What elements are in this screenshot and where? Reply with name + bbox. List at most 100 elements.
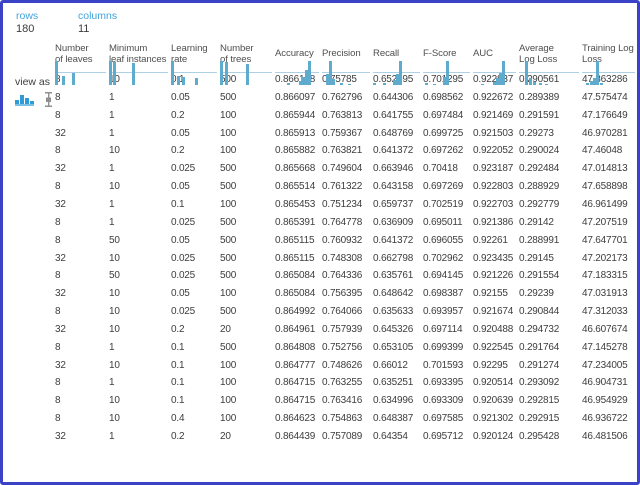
histogram-view-button[interactable] [15,93,35,106]
table-cell: 47.207519 [582,216,628,228]
table-cell: 0.652595 [373,71,420,89]
table-cell: 32 [55,323,66,335]
table-cell: 0.025 [171,252,196,264]
column-histogram[interactable] [109,53,168,88]
table-cell: 0.659737 [373,199,414,211]
table-cell: 32 [55,359,66,371]
table-cell: 47.234005 [582,359,628,371]
table-cell: 500 [220,216,237,228]
column-header[interactable]: Number of leaves [55,35,106,73]
table-cell: 0.864439 [275,430,316,442]
table-cell: 0.645326 [373,323,414,335]
column-histogram[interactable] [55,53,106,88]
column-histogram[interactable] [171,53,217,88]
table-cell: 0.760932 [322,234,363,246]
table-cell: 0.694145 [423,270,464,282]
column-header[interactable]: Average Log Loss [519,35,579,73]
table-cell: 8 [55,341,61,353]
column-header[interactable]: Accuracy [275,35,319,73]
table-cell: 500 [220,341,237,353]
column-header[interactable]: Learning rate [171,35,217,73]
table-cell: 0.922803 [473,181,514,193]
table-cell: 0.291554 [519,270,560,282]
table-cell: 10 [109,359,120,371]
table-cell: 0.865115 [275,234,315,246]
histogram-bar [72,72,75,85]
column-histogram[interactable] [582,53,635,88]
table-cell: 0.653105 [373,341,414,353]
table-cell: 0.05 [171,91,190,103]
table-cell: 0.1 [171,199,185,211]
column-header[interactable]: Minimum leaf instances [109,35,168,73]
table-cell: 0.865514 [275,181,316,193]
table-cell: 500 [220,74,237,86]
boxplot-view-button[interactable] [43,92,54,107]
table-cell: 100 [220,109,237,121]
column-histogram[interactable] [473,53,516,88]
table-cell: 0.864961 [275,323,316,335]
table-cell: 0.648769 [373,127,414,139]
column-histogram[interactable] [275,53,319,88]
histogram-bar [220,60,223,85]
table-cell: 0.748308 [322,252,363,264]
table-cell: 0.290024 [519,145,560,157]
table-cell: 0.920124 [473,430,514,442]
table-cell: 0.865944 [275,109,316,121]
histogram-bar [182,76,185,85]
table-cell: 8 [55,216,61,228]
table-cell: 8 [55,109,61,121]
table-cell: 0.290561 [519,74,560,86]
table-cell: 1 [109,127,115,139]
column-histogram[interactable] [322,53,370,88]
histogram-bar [493,81,496,85]
table-cell: 8 [55,181,61,193]
table-cell: 0.290844 [519,306,560,318]
column-histogram[interactable] [373,53,420,88]
table-cell: 0.761322 [322,181,363,193]
table-cell: 50 [109,270,120,282]
table-cell: 8 [55,74,61,86]
table-cell: 8 [55,377,61,389]
column-header[interactable]: Recall [373,35,420,73]
table-cell: 0.698387 [423,288,464,300]
table-cell: 0.697262 [423,145,464,157]
table-cell: 10 [109,252,120,264]
table-cell: 0.288929 [519,181,560,193]
table-cell: 47.031913 [582,288,628,300]
column-header[interactable]: Training Log Loss [582,35,635,73]
table-cell: 0.752756 [322,341,363,353]
table-cell: 0.1 [171,359,185,371]
table-cell: 0.757089 [322,430,363,442]
table-cell: 8 [55,270,61,282]
histogram-bar [299,80,302,85]
column-histogram[interactable] [519,53,579,88]
table-cell: 0.695712 [423,430,464,442]
table-cell: 0.693395 [423,377,464,389]
table-cell: 8 [55,234,61,246]
column-histogram[interactable] [423,53,470,88]
table-cell: 0.748626 [322,359,363,371]
column-histogram[interactable] [220,53,272,88]
table-cell: 46.970281 [582,127,628,139]
column-header[interactable]: Precision [322,35,370,73]
table-cell: 0.1 [171,395,185,407]
histogram-bar [171,60,174,85]
table-cell: 0.289389 [519,91,560,103]
table-cell: 0.92295 [473,359,508,371]
table-cell: 1 [109,341,115,353]
table-cell: 0.291591 [519,109,560,121]
table-cell: 0.864992 [275,306,316,318]
histogram-bar [305,69,308,85]
histogram-bar [302,76,305,85]
table-cell: 10 [109,395,120,407]
column-header[interactable]: AUC [473,35,516,73]
table-cell: 47.46048 [582,145,623,157]
table-cell: 100 [220,413,237,425]
table-cell: 0.292484 [519,163,560,175]
table-cell: 1 [109,377,115,389]
table-cell: 10 [109,323,120,335]
histogram-bar [396,73,399,85]
table-cell: 0.922672 [473,91,514,103]
table-cell: 0.922703 [473,199,514,211]
